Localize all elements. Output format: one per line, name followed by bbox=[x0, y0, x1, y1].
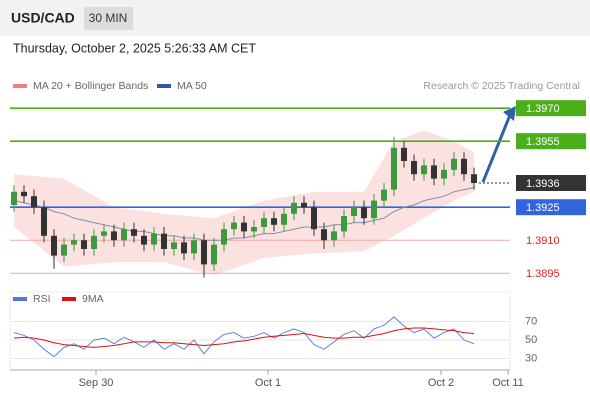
legend-label: RSI bbox=[33, 293, 51, 305]
candle-body bbox=[31, 196, 37, 208]
x-tick-label: Oct 2 bbox=[428, 377, 454, 389]
candle-body bbox=[391, 147, 397, 190]
candle-body bbox=[321, 229, 327, 241]
x-tick-label: Oct 11 bbox=[492, 377, 524, 389]
candle-body bbox=[451, 158, 457, 170]
candle-body bbox=[101, 231, 107, 236]
legend-swatch bbox=[13, 297, 27, 301]
candle-body bbox=[71, 240, 77, 245]
candle-body bbox=[161, 233, 167, 249]
rsi-tick-label: 70 bbox=[525, 315, 537, 327]
candle-body bbox=[51, 235, 57, 256]
candle-body bbox=[341, 216, 347, 232]
candle-body bbox=[91, 235, 97, 249]
legend-label: 9MA bbox=[82, 293, 104, 305]
candle-body bbox=[361, 207, 367, 219]
forecast-arrow bbox=[481, 114, 512, 183]
candle-body bbox=[231, 222, 237, 230]
candle-body bbox=[201, 240, 207, 265]
candle-body bbox=[221, 229, 227, 245]
datetime: Thursday, October 2, 2025 5:26:33 AM CET bbox=[13, 41, 256, 55]
arrow-head bbox=[503, 106, 516, 121]
x-tick-label: Sep 30 bbox=[79, 377, 114, 389]
symbol: USD/CAD bbox=[11, 10, 75, 26]
rsi-tick-label: 30 bbox=[525, 352, 537, 364]
candle-body bbox=[181, 242, 187, 254]
candle-body bbox=[131, 229, 137, 236]
candle-body bbox=[441, 169, 447, 179]
level-label: 1.3955 bbox=[526, 136, 560, 148]
candle-body bbox=[241, 222, 247, 232]
candle-body bbox=[411, 161, 417, 175]
candle-body bbox=[141, 235, 147, 245]
candle-body bbox=[61, 244, 67, 256]
candle-body bbox=[301, 202, 307, 208]
rsi-line bbox=[13, 316, 475, 358]
legend-swatch bbox=[157, 84, 171, 88]
level-label: 1.3925 bbox=[526, 202, 560, 214]
candle-body bbox=[151, 233, 157, 245]
candle-body bbox=[331, 231, 337, 241]
candle-body bbox=[291, 202, 297, 214]
level-label: 1.3970 bbox=[526, 103, 560, 115]
candle-body bbox=[121, 229, 127, 241]
candle-body bbox=[421, 165, 427, 175]
level-label: 1.3910 bbox=[526, 235, 560, 247]
credit: Research © 2025 Trading Central bbox=[423, 80, 580, 92]
level-tag bbox=[516, 175, 586, 191]
candle-body bbox=[11, 191, 17, 205]
candle-body bbox=[111, 231, 117, 241]
x-tick-label: Oct 1 bbox=[255, 377, 281, 389]
candle-body bbox=[21, 191, 27, 197]
legend-swatch bbox=[62, 297, 76, 301]
level-tag bbox=[516, 133, 586, 150]
legend-label: MA 20 + Bollinger Bands bbox=[33, 80, 148, 92]
rsi-tick-label: 50 bbox=[525, 334, 537, 346]
legend-label: MA 50 bbox=[177, 80, 207, 92]
level-tag bbox=[516, 199, 586, 216]
candle-body bbox=[401, 147, 407, 161]
interval: 30 MIN bbox=[89, 11, 128, 25]
candle-body bbox=[191, 240, 197, 254]
rsi-ma-line bbox=[13, 327, 475, 348]
candle-body bbox=[471, 174, 477, 183]
candle-body bbox=[381, 189, 387, 201]
candle-body bbox=[271, 218, 277, 225]
candle-body bbox=[211, 244, 217, 265]
candle-body bbox=[351, 207, 357, 216]
level-label: 1.3895 bbox=[526, 268, 560, 280]
level-label: 1.3936 bbox=[526, 178, 560, 190]
bollinger-band bbox=[14, 130, 474, 276]
level-tag bbox=[516, 100, 586, 117]
interval-box bbox=[84, 7, 133, 30]
candle-body bbox=[261, 218, 267, 227]
candle-body bbox=[281, 213, 287, 225]
candle-body bbox=[461, 158, 467, 175]
legend-swatch bbox=[13, 84, 27, 88]
candle-body bbox=[81, 240, 87, 249]
candle-body bbox=[311, 207, 317, 230]
candle-body bbox=[171, 242, 177, 249]
candle-body bbox=[251, 227, 257, 232]
candle-body bbox=[41, 207, 47, 236]
candle-body bbox=[371, 200, 377, 219]
candle-body bbox=[431, 165, 437, 179]
